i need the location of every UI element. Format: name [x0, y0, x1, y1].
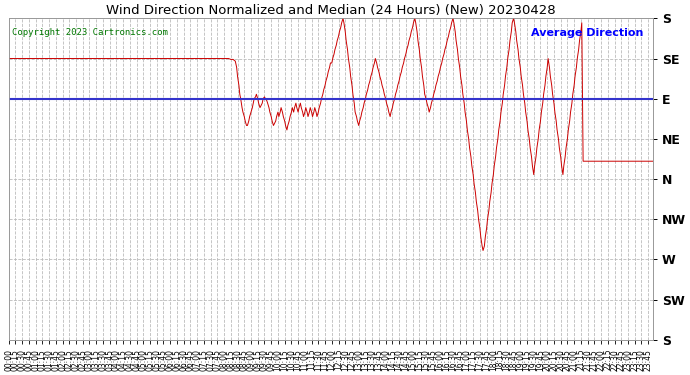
Text: Average Direction: Average Direction	[531, 28, 643, 38]
Text: Copyright 2023 Cartronics.com: Copyright 2023 Cartronics.com	[12, 28, 168, 37]
Title: Wind Direction Normalized and Median (24 Hours) (New) 20230428: Wind Direction Normalized and Median (24…	[106, 4, 555, 17]
